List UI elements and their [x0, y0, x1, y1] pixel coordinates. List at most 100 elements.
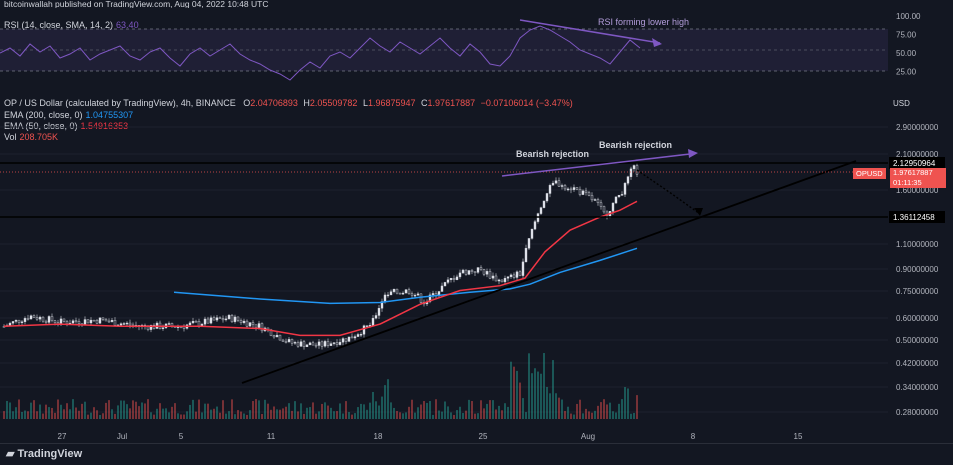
candle-body [356, 334, 360, 337]
indicator-legend-item: Vol 208.705K [4, 132, 58, 142]
volume-bar [570, 413, 572, 419]
volume-bar [498, 405, 500, 419]
candle-body [347, 336, 351, 342]
volume-bar [573, 414, 575, 419]
candle-body [512, 274, 516, 278]
volume-bar [453, 414, 455, 419]
volume-bar [516, 370, 518, 419]
rsi-legend-value: 63.40 [116, 20, 139, 30]
candles [2, 162, 639, 350]
volume-bar [354, 413, 356, 419]
volume-bar [459, 406, 461, 419]
ohlc-close: C1.97617887 [421, 98, 476, 108]
candle-body [452, 278, 456, 280]
candle-body [101, 317, 105, 320]
volume-bar [438, 410, 440, 419]
candle-body [410, 293, 414, 296]
candle-body [329, 343, 333, 346]
volume-bar [435, 399, 437, 419]
volume-bar [636, 395, 638, 419]
candle-body [560, 185, 564, 187]
volume-bar [198, 399, 200, 419]
volume-bar [156, 408, 158, 419]
price-pane[interactable]: OP / US Dollar (calculated by TradingVie… [0, 94, 946, 428]
volume-bar [375, 401, 377, 419]
volume-bar [630, 413, 632, 419]
volume-bar [291, 410, 293, 419]
candle-body [554, 180, 558, 184]
candle-body [200, 323, 204, 326]
volume-bar [582, 413, 584, 419]
volume-bar [147, 399, 149, 419]
volume-bar [72, 399, 74, 419]
rsi-pane[interactable]: 100.00 75.00 50.00 25.00 RSI (14, close, SM… [0, 8, 921, 92]
candle-body [11, 321, 15, 324]
volume-bar [393, 407, 395, 419]
candle-body [626, 176, 630, 184]
volume-bar [168, 412, 170, 419]
indicator-label: Vol [4, 132, 17, 142]
volume-bar [552, 360, 554, 419]
candle-body [317, 341, 321, 346]
candle-body [206, 318, 210, 324]
time-tick-label: Jul [117, 432, 127, 441]
volume-bar [447, 406, 449, 419]
volume-bar [255, 399, 257, 419]
indicator-legend-item: EMA (50, close, 0) 1.54916353 [4, 121, 128, 131]
volume-bar [204, 403, 206, 419]
volume-bar [138, 406, 140, 419]
candle-body [254, 324, 258, 328]
volume-bar [36, 411, 38, 419]
rsi-tick-label: 25.00 [896, 68, 917, 77]
candle-body [521, 261, 525, 276]
candle-body [611, 202, 615, 212]
candle-body [404, 289, 408, 294]
candle-body [464, 269, 468, 275]
volume-bar [135, 401, 137, 419]
candle-body [416, 293, 420, 296]
volume-bar [546, 386, 548, 419]
candle-body [119, 323, 123, 326]
volume-bar [465, 410, 467, 419]
candle-body [614, 196, 618, 204]
candle-body [557, 180, 561, 187]
candle-body [257, 323, 261, 328]
rsi-tick-label: 100.00 [896, 12, 921, 21]
volume-bar [78, 410, 80, 419]
volume-bar [48, 407, 50, 419]
volume-bar [33, 400, 35, 419]
ascending-trendline [241, 160, 857, 384]
candle-body [35, 317, 39, 320]
candle-body [332, 342, 336, 344]
candle-body [389, 291, 393, 296]
volume-bar [528, 353, 530, 419]
candle-body [17, 319, 21, 323]
volume-bar [621, 399, 623, 419]
volume-bar [303, 413, 305, 419]
volume-bar [609, 402, 611, 419]
candle-body [485, 271, 489, 275]
rsi-tick-label: 75.00 [896, 31, 917, 40]
volume-bar [612, 411, 614, 419]
candle-body [326, 341, 330, 346]
candle-body [77, 321, 81, 324]
candle-body [305, 344, 309, 348]
volume-bar [240, 411, 242, 419]
price-tick-label: 0.90000000 [896, 265, 939, 274]
candle-body [533, 221, 537, 230]
candle-body [599, 202, 603, 207]
candle-body [386, 294, 390, 297]
candle-body [239, 320, 243, 323]
volume-bar [522, 398, 524, 419]
volume-bar [624, 387, 626, 419]
time-axis: 27 Jul 5 11 18 25 Aug 8 15 [58, 432, 803, 441]
volume-bar [312, 402, 314, 419]
ohlc-low-value: 1.96875947 [367, 98, 416, 108]
price-tick-label: 0.28000000 [896, 408, 939, 417]
volume-bar [420, 404, 422, 419]
candle-body [377, 308, 381, 316]
volume-bar [534, 368, 536, 419]
candle-body [440, 285, 444, 292]
volume-bar [315, 413, 317, 419]
candle-body [548, 185, 552, 194]
